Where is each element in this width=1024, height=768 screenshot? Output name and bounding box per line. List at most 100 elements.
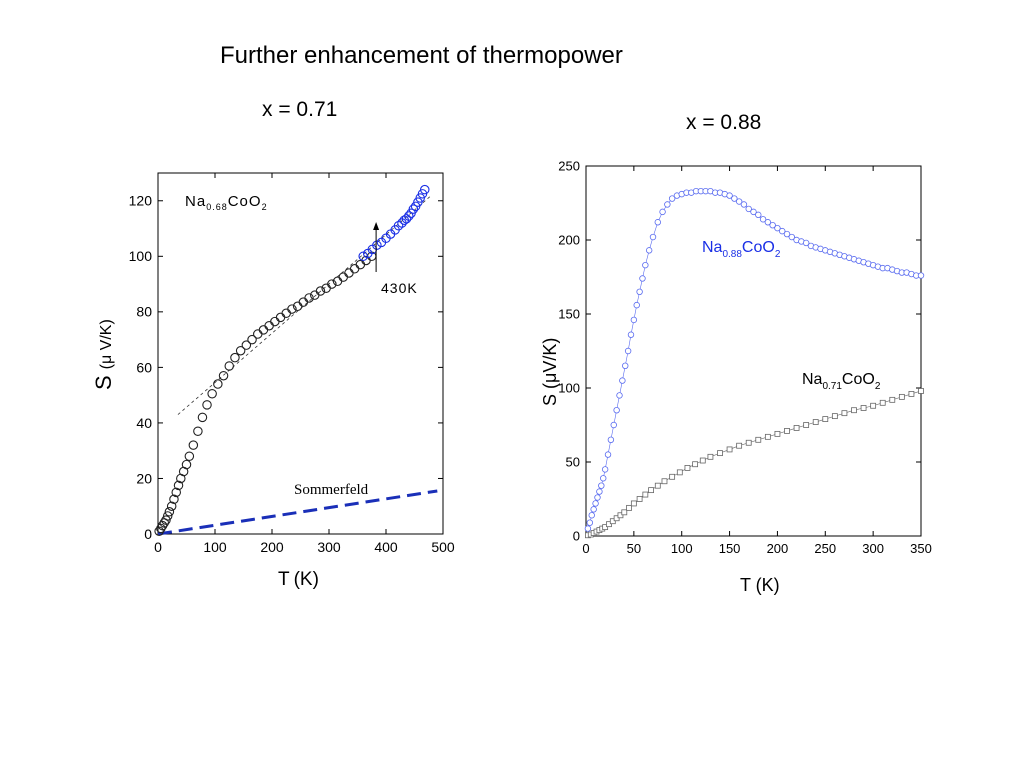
data-point-na071 <box>784 428 790 434</box>
data-point-na088 <box>607 436 615 443</box>
x-axis-label-right: T (K) <box>740 575 780 595</box>
data-point-na088 <box>584 525 592 532</box>
plot-frame-left <box>157 172 444 535</box>
x-axis-left: 0 100 200 300 400 500 <box>154 173 455 555</box>
data-point-na071 <box>755 436 762 443</box>
data-point-na088 <box>624 347 632 355</box>
data-point-blue <box>404 211 414 221</box>
left-y-tick-label: 60 <box>136 359 152 375</box>
arrow-label-430k: 430K <box>381 280 418 296</box>
data-point-na088 <box>619 377 626 384</box>
data-point-na088 <box>740 201 748 208</box>
y-axis-label-right: S (μV/K) <box>540 338 560 406</box>
data-point-black <box>171 487 181 498</box>
left-y-tick-label: 40 <box>136 415 152 431</box>
compound-label-na071: Na0.71CoO2 <box>802 371 881 392</box>
data-point-na071 <box>648 487 654 494</box>
data-point-na071 <box>606 521 612 528</box>
data-point-na088 <box>774 224 781 232</box>
data-point-na071 <box>793 425 800 431</box>
data-point-na071 <box>812 419 819 425</box>
na071-mid: CoO <box>842 371 875 388</box>
data-point-na088 <box>630 316 638 324</box>
data-point-na071 <box>851 407 857 414</box>
compound-left-mid: CoO <box>228 193 262 210</box>
na088-mid: CoO <box>742 239 775 256</box>
data-point-na071 <box>692 461 699 468</box>
left-y-tick-label: 120 <box>129 193 153 209</box>
data-point-na071 <box>879 399 886 406</box>
data-point-na088 <box>750 208 757 216</box>
data-point-na071 <box>803 422 810 428</box>
data-point-na088 <box>668 195 676 202</box>
data-point-na088 <box>636 288 643 295</box>
data-point-na088 <box>917 272 925 279</box>
data-point-na088 <box>788 233 795 241</box>
data-point-na088 <box>594 494 601 501</box>
data-point-black <box>188 440 199 450</box>
arrow-head <box>373 222 380 230</box>
data-point-na088 <box>633 301 640 309</box>
left-y-tick-label: 80 <box>136 304 152 320</box>
data-point-black <box>224 361 235 371</box>
y-label-left-unit: (μ V/K) <box>98 319 115 369</box>
right-x-tick-label: 250 <box>814 541 836 556</box>
data-point-na088 <box>726 192 733 199</box>
data-point-black <box>162 511 173 521</box>
data-point-black <box>154 526 164 536</box>
data-point-na071 <box>870 402 877 409</box>
data-point-black <box>173 480 184 491</box>
x-axis-label-left: T (K) <box>278 569 319 590</box>
data-point-blue <box>408 204 419 214</box>
panel-label-right: x = 0.88 <box>686 111 762 134</box>
data-point-na088 <box>779 227 786 235</box>
data-point-na088 <box>590 506 597 513</box>
data-point-na071 <box>736 442 743 449</box>
data-point-black <box>157 520 168 531</box>
right-x-tick-label: 0 <box>582 541 589 556</box>
data-point-na071 <box>630 500 637 507</box>
data-point-na071 <box>860 405 867 411</box>
data-point-na088 <box>645 247 653 254</box>
data-point-na088 <box>616 392 623 399</box>
left-y-tick-label: 100 <box>129 248 153 264</box>
right-x-tick-label: 350 <box>910 541 932 556</box>
right-x-tick-label: 300 <box>862 541 884 556</box>
data-point-black <box>327 279 337 289</box>
right-x-tick-label: 50 <box>627 541 641 556</box>
data-point-na088 <box>601 466 609 473</box>
data-point-na071 <box>831 413 838 420</box>
x-label-left-unit: (K) <box>294 569 319 590</box>
data-point-na071 <box>636 496 643 502</box>
data-point-na088 <box>598 482 605 489</box>
data-point-na088 <box>764 219 772 226</box>
data-point-na071 <box>669 473 676 480</box>
data-point-black <box>164 507 175 517</box>
data-point-black <box>235 345 246 356</box>
data-point-na088 <box>604 451 612 458</box>
data-point-black <box>247 334 257 345</box>
right-x-tick-label: 100 <box>671 541 693 556</box>
data-point-na071 <box>626 504 632 511</box>
data-point-na088 <box>596 488 603 495</box>
data-point-na088 <box>659 208 666 216</box>
data-point-na088 <box>592 500 599 507</box>
data-point-black <box>166 501 177 511</box>
data-point-blue <box>420 184 430 195</box>
data-point-na071 <box>609 518 616 525</box>
data-point-na088 <box>586 519 594 526</box>
data-point-black <box>241 340 252 350</box>
data-point-blue <box>401 214 412 224</box>
data-point-na071 <box>774 430 781 437</box>
right-y-tick-label: 50 <box>566 455 580 470</box>
left-x-tick-label: 400 <box>374 539 398 555</box>
na071-base: Na <box>802 371 823 388</box>
data-point-na088 <box>627 331 635 338</box>
right-y-tick-label: 100 <box>558 381 580 396</box>
data-point-na071 <box>602 524 609 531</box>
na088-base: Na <box>702 239 723 256</box>
right-x-tick-label: 200 <box>767 541 789 556</box>
data-point-na088 <box>802 239 810 247</box>
na071-sub1: 0.71 <box>822 381 842 392</box>
